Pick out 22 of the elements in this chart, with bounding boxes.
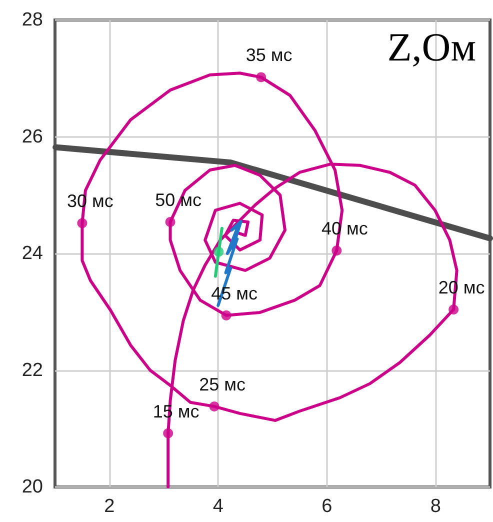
y-tick-label: 22 <box>22 360 43 381</box>
x-tick-label: 6 <box>322 496 332 517</box>
point <box>163 428 174 438</box>
point <box>448 304 459 315</box>
x-tick-label: 4 <box>212 496 224 517</box>
x-tick-label: 2 <box>104 496 115 517</box>
chart-title: Z,Ом <box>387 24 476 70</box>
y-tick-label: 24 <box>22 243 44 264</box>
annotation: 25 мс <box>199 374 246 394</box>
annotation: 50 мс <box>155 190 202 210</box>
y-tick-label: 28 <box>22 10 43 30</box>
x-tick-label: 8 <box>430 496 441 517</box>
point <box>214 246 224 257</box>
point <box>256 72 266 82</box>
point <box>209 401 220 412</box>
annotation: 35 мс <box>246 45 292 66</box>
point <box>221 310 232 320</box>
y-tick-label: 26 <box>22 126 43 148</box>
point <box>165 216 176 227</box>
point <box>77 218 88 228</box>
point <box>332 246 342 256</box>
y-tick-label: 20 <box>22 476 43 498</box>
